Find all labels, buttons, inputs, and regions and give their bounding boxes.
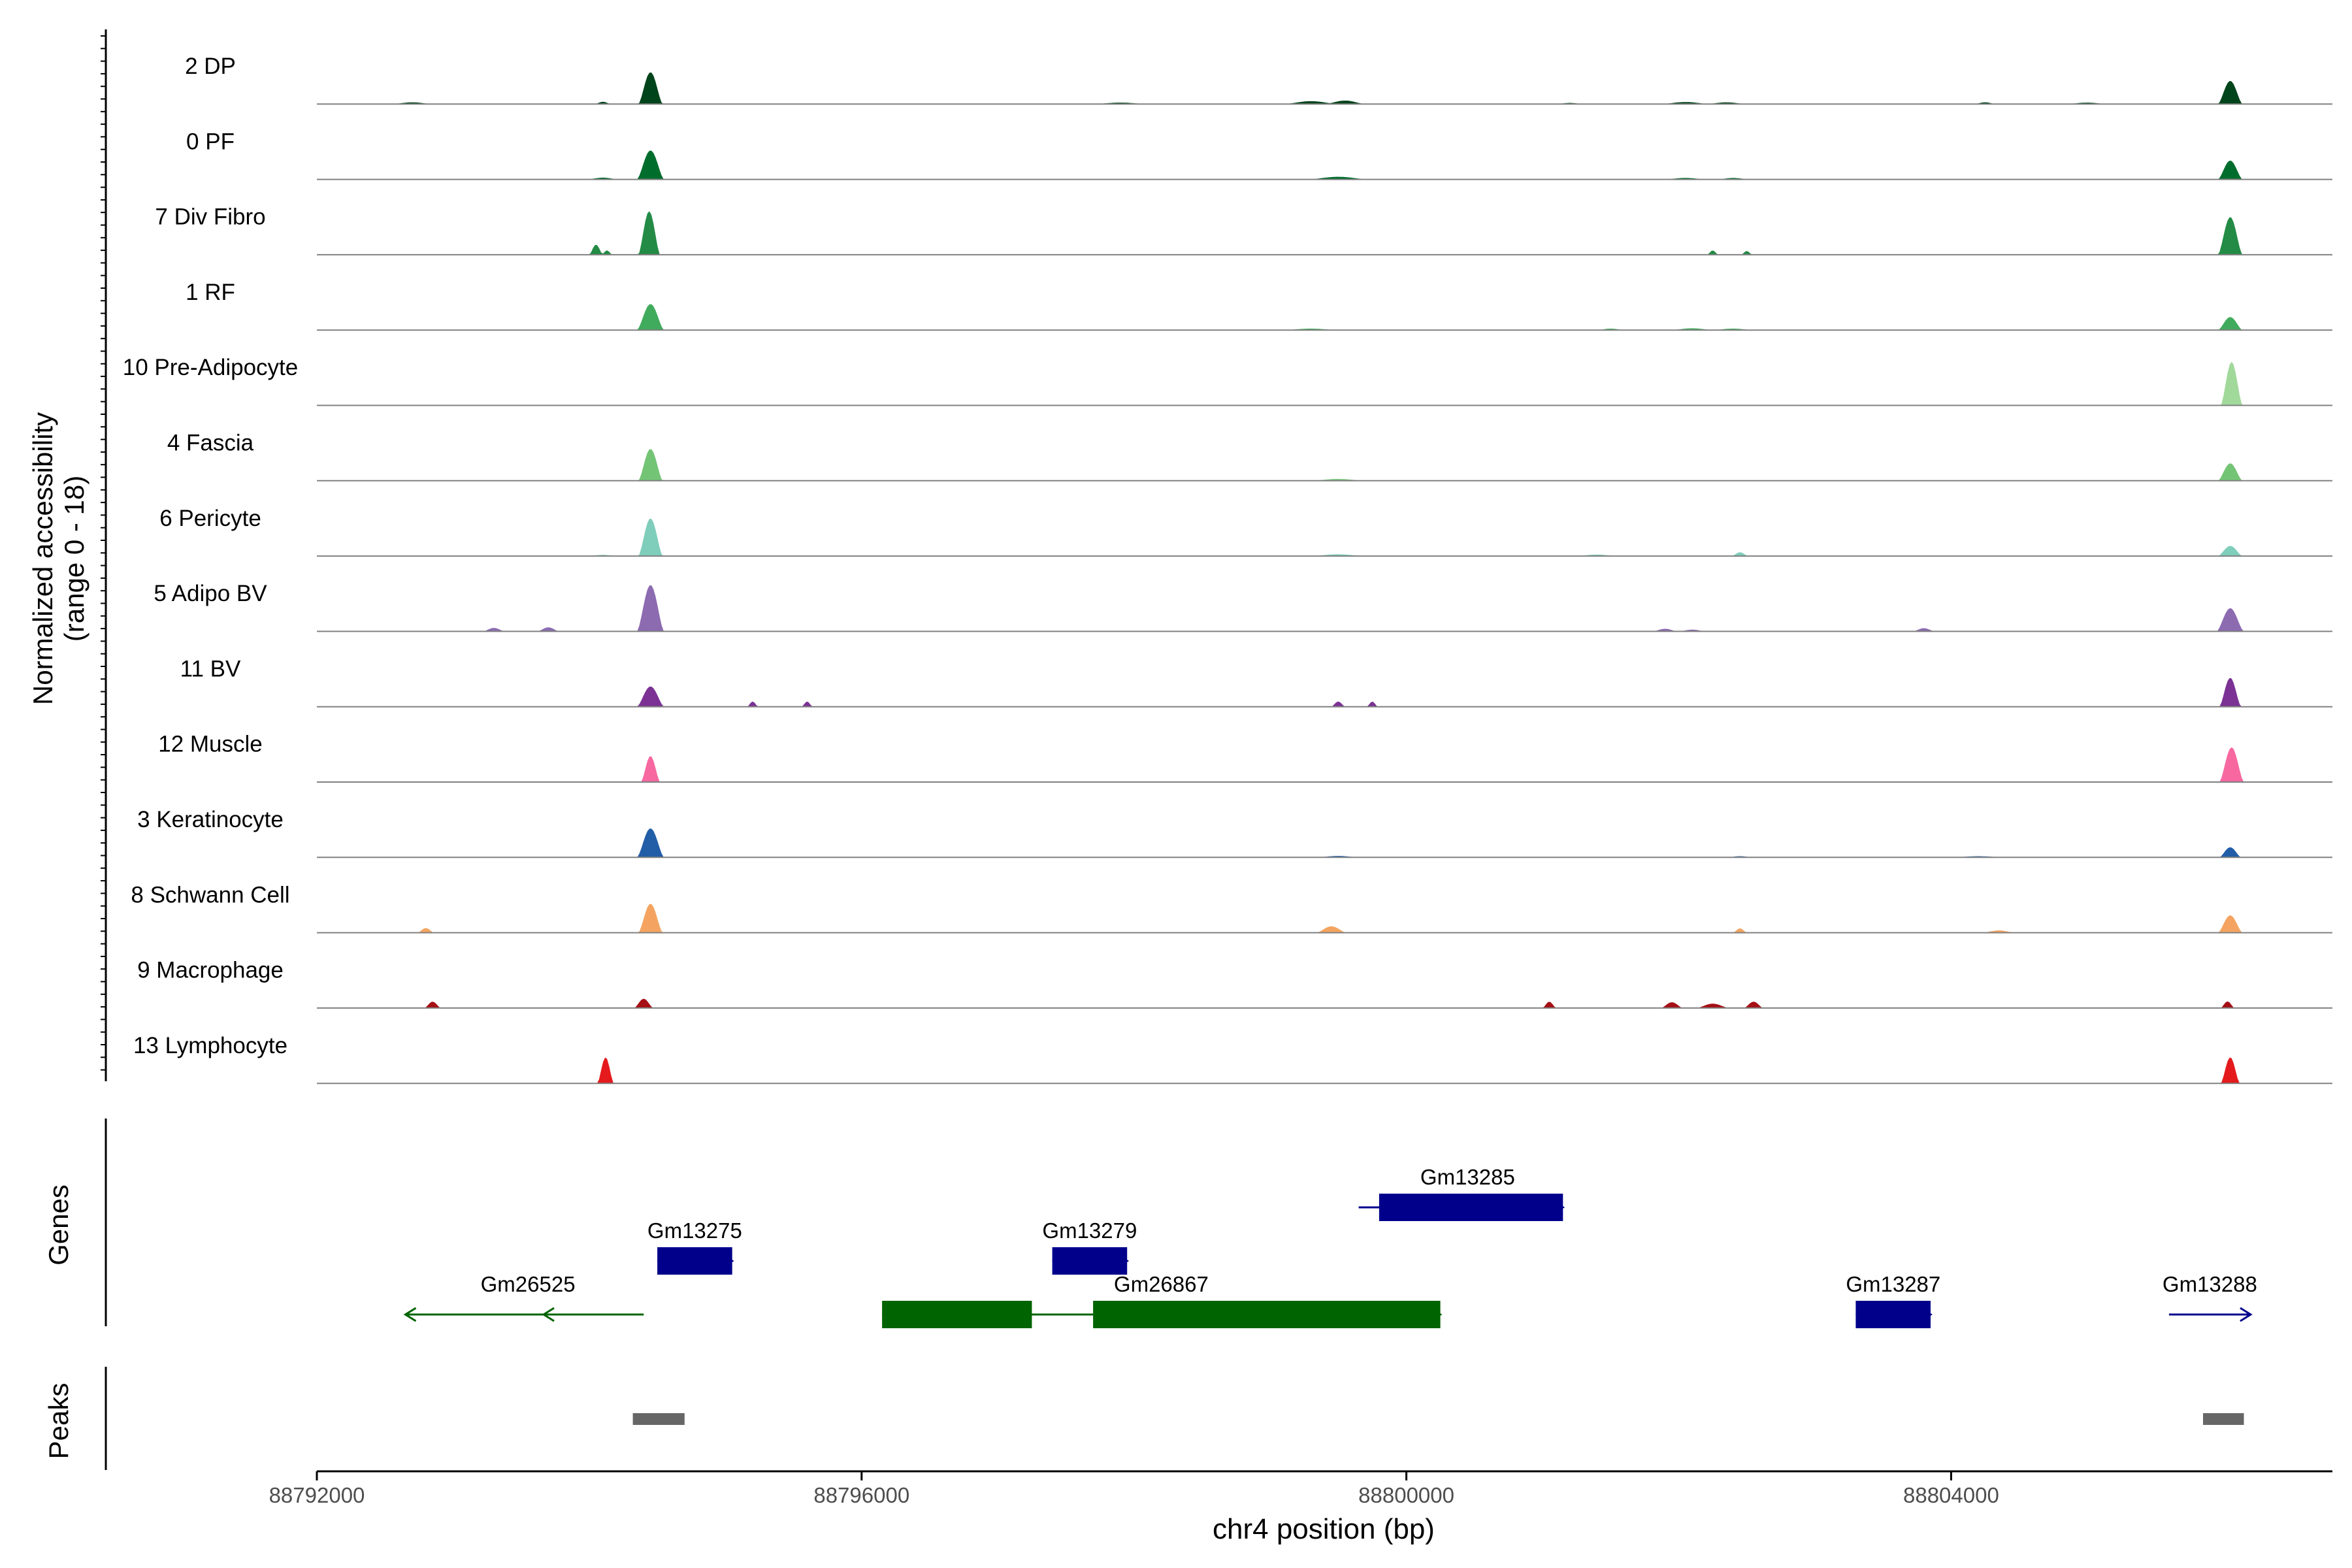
strand-arrow-icon [1116, 1253, 1130, 1269]
track-9-macrophage: 9 Macrophage [137, 958, 2332, 1009]
track-5-adipo-bv: 5 Adipo BV [154, 581, 2332, 632]
gene-label: Gm13275 [647, 1218, 742, 1243]
gene-gm26525: Gm26525 [403, 1272, 644, 1322]
x-axis-title: chr4 position (bp) [1213, 1513, 1435, 1545]
peaks-panel-label: Peaks [43, 1383, 74, 1460]
strand-arrow-icon [2240, 1307, 2253, 1322]
peak-bar [2203, 1413, 2244, 1425]
track-6-pericyte: 6 Pericyte [159, 506, 2332, 557]
track-4-fascia: 4 Fascia [167, 431, 2332, 482]
genes-track: Gm26525 Gm13275 Gm26867 Gm13279 Gm13285 Gm132… [105, 1119, 2257, 1328]
track-label: 9 Macrophage [137, 958, 284, 983]
gene-exon [1379, 1194, 1563, 1221]
gene-label: Gm13285 [1420, 1165, 1515, 1189]
gene-gm13285: Gm13285 [1358, 1165, 1565, 1221]
track-11-bv: 11 BV [180, 656, 2332, 708]
gene-gm13275: Gm13275 [647, 1218, 742, 1275]
x-tick-label: 88800000 [1358, 1483, 1454, 1507]
gene-label: Gm26867 [1114, 1272, 1209, 1296]
x-tick-label: 88792000 [269, 1483, 365, 1507]
gene-exon [882, 1301, 1032, 1328]
gene-gm13279: Gm13279 [1042, 1218, 1137, 1275]
track-label: 3 Keratinocyte [137, 807, 284, 832]
strand-arrow-icon [1919, 1307, 1933, 1322]
track-1-rf: 1 RF [186, 280, 2332, 331]
x-axis: 88792000 88796000 88800000 88804000 [101, 29, 2332, 1507]
track-label: 2 DP [185, 54, 236, 79]
track-13-lymphocyte: 13 Lymphocyte [133, 1033, 2332, 1085]
gene-label: Gm13279 [1042, 1218, 1137, 1243]
gene-exon [1052, 1247, 1128, 1275]
gene-label: Gm13287 [1846, 1272, 1940, 1296]
track-label: 10 Pre-Adipocyte [123, 355, 298, 380]
gene-label: Gm26525 [481, 1272, 576, 1296]
strand-arrow-icon [1429, 1307, 1443, 1322]
x-tick-label: 88796000 [813, 1483, 909, 1507]
track-3-keratinocyte: 3 Keratinocyte [137, 807, 2332, 858]
gene-exon [1093, 1301, 1441, 1328]
genes-panel-label: Genes [43, 1184, 74, 1266]
y-axis-label: Normalized accessibility [27, 412, 58, 705]
track-10-pre-adipocyte: 10 Pre-Adipocyte [123, 355, 2332, 406]
gene-gm13288: Gm13288 [2163, 1272, 2257, 1322]
peaks-track [105, 1367, 2244, 1470]
track-label: 5 Adipo BV [154, 581, 267, 606]
track-label: 13 Lymphocyte [133, 1033, 287, 1058]
gene-exon [1855, 1301, 1931, 1328]
gene-exon [657, 1247, 732, 1275]
gene-gm13287: Gm13287 [1846, 1272, 1940, 1328]
track-label: 1 RF [186, 280, 235, 305]
strand-arrow-icon [542, 1307, 555, 1322]
track-7-div-fibro: 7 Div Fibro [155, 204, 2332, 255]
coverage-tracks: 2 DP 0 PF 7 Div Fibro 1 RF 10 Pre-Adipocyte 4… [123, 54, 2332, 1085]
strand-arrow-icon [1552, 1200, 1565, 1215]
y-axis-range-label: (range 0 - 18) [59, 476, 90, 642]
track-label: 0 PF [186, 129, 235, 154]
track-label: 7 Div Fibro [155, 204, 265, 230]
peak-bar [632, 1413, 685, 1425]
track-0-pf: 0 PF [186, 129, 2332, 180]
x-tick-label: 88804000 [1903, 1483, 1999, 1507]
track-label: 8 Schwann Cell [131, 882, 289, 907]
strand-arrow-icon [721, 1253, 734, 1269]
track-2-dp: 2 DP [185, 54, 2332, 105]
strand-arrow-icon [403, 1307, 417, 1322]
track-label: 6 Pericyte [159, 506, 261, 531]
track-label: 12 Muscle [158, 732, 263, 757]
track-label: 4 Fascia [167, 431, 254, 456]
track-8-schwann-cell: 8 Schwann Cell [131, 882, 2332, 934]
gene-gm26867: Gm26867 [882, 1272, 1443, 1328]
track-label: 11 BV [180, 656, 241, 681]
gene-label: Gm13288 [2163, 1272, 2257, 1296]
track-12-muscle: 12 Muscle [158, 732, 2332, 783]
